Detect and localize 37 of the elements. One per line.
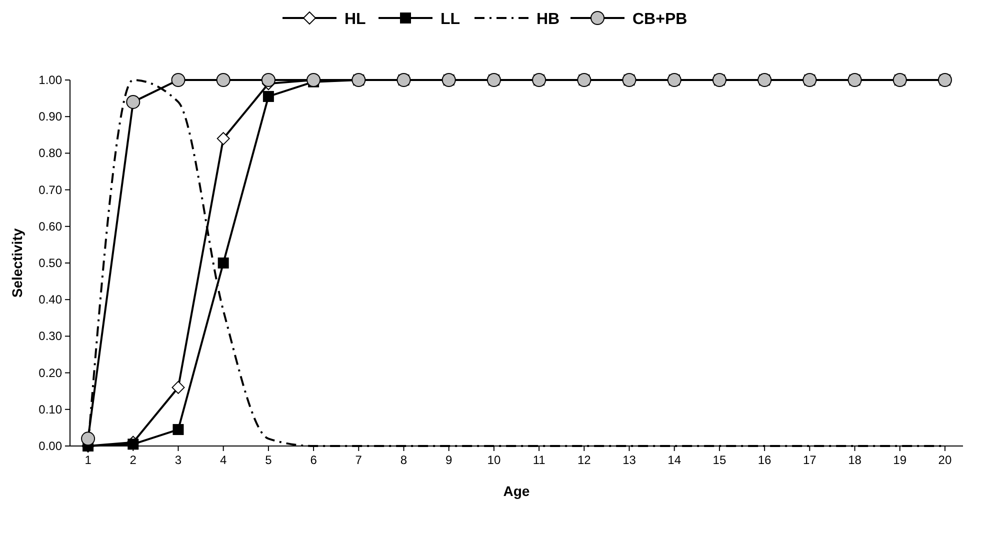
y-tick-label: 0.40	[38, 292, 62, 307]
y-tick-label: 0.90	[38, 110, 62, 124]
x-tick-label: 8	[400, 453, 408, 467]
y-tick-label: 0.20	[38, 366, 62, 380]
y-tick-label: 0.50	[38, 256, 62, 270]
y-tick-label: 0.30	[38, 329, 62, 344]
x-tick-label: 7	[355, 453, 362, 467]
y-tick-label: 0.80	[38, 146, 62, 160]
x-tick-label: 9	[446, 453, 453, 467]
y-tick-label: 0.00	[38, 439, 62, 453]
x-tick-label: 15	[712, 453, 726, 467]
x-tick-label: 5	[265, 453, 272, 467]
x-tick-label: 10	[487, 453, 501, 467]
x-tick-label: 4	[220, 453, 227, 467]
legend-label: CB+PB	[632, 11, 688, 28]
x-axis-title: Age	[503, 483, 530, 499]
legend-label: HL	[344, 11, 366, 28]
x-tick-label: 13	[622, 453, 636, 467]
x-tick-label: 17	[802, 453, 817, 467]
x-tick-label: 1	[84, 453, 92, 467]
x-tick-label: 6	[310, 453, 318, 467]
x-tick-label: 20	[938, 453, 952, 467]
x-tick-label: 11	[532, 453, 546, 467]
y-tick-label: 1.00	[38, 73, 62, 87]
x-tick-label: 14	[668, 453, 682, 467]
y-tick-label: 0.10	[38, 402, 62, 416]
legend-label: LL	[440, 11, 460, 28]
x-tick-label: 12	[577, 453, 592, 467]
x-tick-label: 19	[893, 453, 907, 467]
y-tick-label: 0.70	[38, 182, 62, 197]
y-axis-title: Selectivity	[9, 228, 25, 298]
x-tick-label: 2	[130, 453, 137, 467]
y-tick-label: 0.60	[38, 219, 62, 234]
x-tick-label: 16	[758, 453, 772, 467]
legend-label: HB	[536, 11, 560, 28]
x-tick-label: 3	[174, 453, 182, 467]
x-tick-label: 18	[848, 453, 862, 467]
